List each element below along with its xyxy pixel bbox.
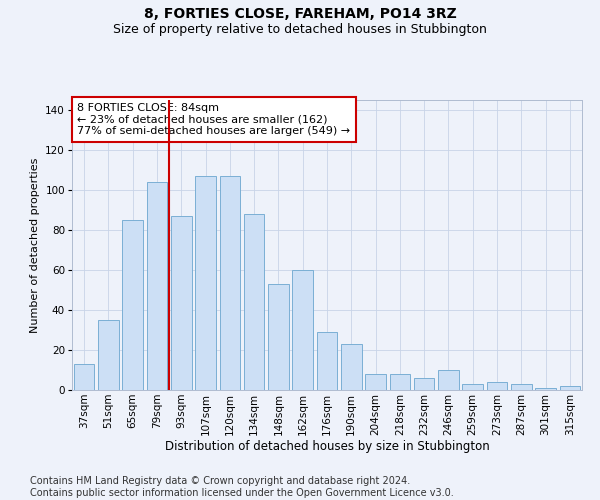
Bar bbox=[438, 370, 459, 390]
Bar bbox=[292, 270, 313, 390]
Bar bbox=[171, 216, 191, 390]
Bar bbox=[487, 382, 508, 390]
Bar bbox=[560, 386, 580, 390]
Bar bbox=[341, 344, 362, 390]
Text: 8 FORTIES CLOSE: 84sqm
← 23% of detached houses are smaller (162)
77% of semi-de: 8 FORTIES CLOSE: 84sqm ← 23% of detached… bbox=[77, 103, 350, 136]
Bar bbox=[122, 220, 143, 390]
Bar bbox=[463, 384, 483, 390]
Bar bbox=[220, 176, 240, 390]
Bar bbox=[389, 374, 410, 390]
Text: Contains HM Land Registry data © Crown copyright and database right 2024.
Contai: Contains HM Land Registry data © Crown c… bbox=[30, 476, 454, 498]
Bar bbox=[244, 214, 265, 390]
Bar bbox=[98, 320, 119, 390]
Bar bbox=[535, 388, 556, 390]
Y-axis label: Number of detached properties: Number of detached properties bbox=[30, 158, 40, 332]
Bar bbox=[146, 182, 167, 390]
Bar bbox=[195, 176, 216, 390]
Bar bbox=[511, 384, 532, 390]
Text: 8, FORTIES CLOSE, FAREHAM, PO14 3RZ: 8, FORTIES CLOSE, FAREHAM, PO14 3RZ bbox=[143, 8, 457, 22]
Bar bbox=[365, 374, 386, 390]
Bar bbox=[74, 364, 94, 390]
Bar bbox=[268, 284, 289, 390]
X-axis label: Distribution of detached houses by size in Stubbington: Distribution of detached houses by size … bbox=[164, 440, 490, 454]
Text: Size of property relative to detached houses in Stubbington: Size of property relative to detached ho… bbox=[113, 22, 487, 36]
Bar bbox=[317, 332, 337, 390]
Bar bbox=[414, 378, 434, 390]
